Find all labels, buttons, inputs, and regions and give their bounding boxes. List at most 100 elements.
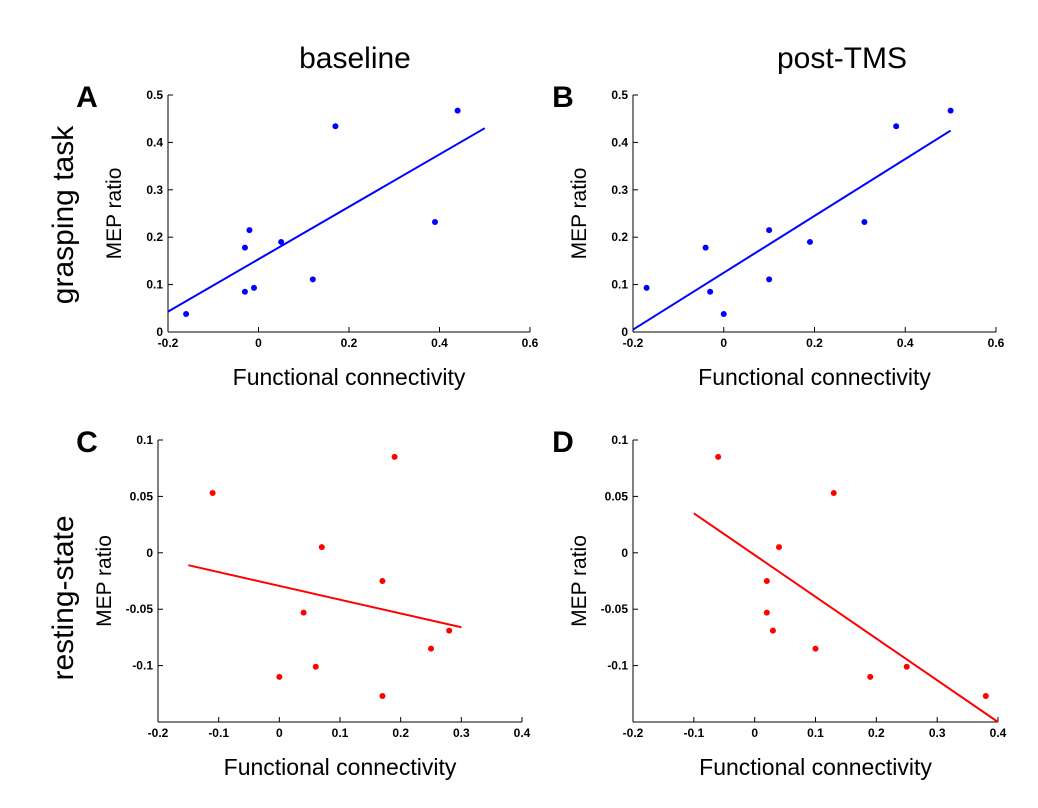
- panel-a: A-0.2 0 0.2 0.4 0.600.10.20.30.40.5Functiona…: [76, 81, 539, 390]
- panels: A-0.2 0 0.2 0.4 0.600.10.20.30.40.5Functiona…: [76, 81, 1007, 780]
- data-point: [454, 107, 461, 114]
- y-tick-label: 0: [146, 546, 153, 560]
- data-point: [763, 609, 770, 616]
- y-tick-label: 0: [621, 325, 628, 339]
- x-axis-label: Functional connectivity: [698, 364, 931, 390]
- data-point: [763, 578, 770, 584]
- column-title-post-tms: post-TMS: [777, 42, 907, 75]
- column-title-baseline: baseline: [299, 42, 411, 75]
- x-axis-label: Functional connectivity: [233, 364, 466, 390]
- data-point: [806, 238, 813, 245]
- data-point: [241, 244, 248, 251]
- y-axis-label: MEP ratio: [93, 535, 116, 627]
- x-tick-label: -0.2: [623, 336, 644, 350]
- regression-line: [632, 129, 952, 331]
- y-tick-label: 0.2: [611, 230, 628, 244]
- x-tick-label: 0.3: [929, 726, 946, 740]
- x-tick-label: 0.1: [332, 726, 349, 740]
- x-tick-label: 0: [751, 726, 758, 740]
- x-axis-label: Functional connectivity: [224, 754, 457, 780]
- data-point: [318, 544, 325, 551]
- panel-b: B-0.2 0 0.2 0.4 0.600.10.20.30.40.5Functiona…: [552, 81, 1005, 390]
- x-tick-label: 0.4: [897, 336, 914, 350]
- data-point: [312, 663, 319, 670]
- panel-label: A: [76, 81, 98, 114]
- y-tick-label: 0.1: [611, 433, 628, 447]
- x-tick-label: 0.2: [341, 336, 358, 350]
- x-tick-label: -0.2: [148, 726, 169, 740]
- x-tick-label: 0: [255, 336, 262, 350]
- x-tick-label: -0.1: [683, 726, 704, 740]
- data-point: [428, 645, 434, 652]
- regression-line: [188, 564, 462, 629]
- x-tick-label: -0.2: [158, 336, 179, 350]
- data-point: [446, 627, 453, 634]
- data-point: [702, 244, 709, 251]
- data-point: [278, 238, 285, 245]
- x-tick-label: 0.6: [522, 336, 539, 350]
- y-tick-label: 0.3: [146, 183, 163, 197]
- data-point: [867, 673, 874, 680]
- x-tick-label: 0.1: [807, 726, 824, 740]
- x-tick-label: -0.2: [623, 726, 644, 740]
- y-tick-label: -0.1: [607, 659, 628, 673]
- x-tick-label: 0: [720, 336, 727, 350]
- data-point: [183, 310, 190, 317]
- panel-label: C: [76, 426, 98, 459]
- data-point: [715, 453, 722, 460]
- x-tick-label: 0.4: [990, 726, 1007, 740]
- y-tick-label: -0.1: [132, 659, 153, 673]
- y-tick-label: 0: [156, 325, 163, 339]
- data-point: [982, 693, 989, 700]
- data-point: [812, 645, 819, 652]
- y-tick-label: 0.3: [611, 183, 628, 197]
- y-tick-label: 0.2: [146, 230, 163, 244]
- data-point: [947, 107, 954, 114]
- y-axis-label: MEP ratio: [103, 168, 126, 260]
- data-point: [720, 310, 727, 317]
- data-point: [332, 123, 339, 130]
- data-point: [379, 693, 386, 700]
- row-label-grasping-task: grasping task: [47, 125, 80, 304]
- y-tick-label: 0.1: [136, 433, 153, 447]
- data-point: [643, 284, 650, 291]
- y-tick-label: 0.5: [611, 88, 628, 102]
- y-tick-label: -0.05: [601, 602, 629, 616]
- data-point: [861, 219, 868, 226]
- y-tick-label: 0: [621, 546, 628, 560]
- data-point: [276, 673, 283, 680]
- data-point: [893, 123, 900, 130]
- data-point: [250, 284, 257, 291]
- x-tick-label: 0.6: [988, 336, 1005, 350]
- x-tick-label: 0.2: [806, 336, 823, 350]
- data-point: [209, 490, 216, 497]
- panel-label: B: [552, 81, 574, 114]
- regression-line: [167, 127, 486, 313]
- y-tick-label: 0.1: [611, 278, 628, 292]
- y-axis-label: MEP ratio: [568, 535, 591, 627]
- y-tick-label: 0.1: [146, 278, 163, 292]
- y-tick-label: 0.4: [611, 135, 628, 149]
- data-point: [903, 663, 910, 670]
- y-tick-label: -0.05: [126, 602, 154, 616]
- data-point: [300, 609, 307, 616]
- panel-label: D: [552, 426, 574, 459]
- y-axis-label: MEP ratio: [568, 168, 591, 260]
- x-tick-label: -0.1: [208, 726, 229, 740]
- x-tick-label: 0: [276, 726, 283, 740]
- x-tick-label: 0.2: [868, 726, 885, 740]
- y-tick-label: 0.05: [605, 489, 629, 503]
- data-point: [776, 544, 782, 551]
- row-label-resting-state: resting-state: [47, 515, 80, 680]
- x-tick-label: 0.3: [453, 726, 470, 740]
- x-tick-label: 0.2: [392, 726, 409, 740]
- data-point: [391, 453, 398, 460]
- data-point: [766, 227, 773, 234]
- data-point: [246, 227, 253, 234]
- y-tick-label: 0.5: [146, 88, 163, 102]
- panel-c: C -0.2 -0.1 0 0.1 0.2 0.3 0.4 -0.1 -0.05 0 0.05 0.1 F…: [76, 426, 531, 780]
- x-tick-label: 0.4: [431, 336, 448, 350]
- data-point: [769, 627, 776, 634]
